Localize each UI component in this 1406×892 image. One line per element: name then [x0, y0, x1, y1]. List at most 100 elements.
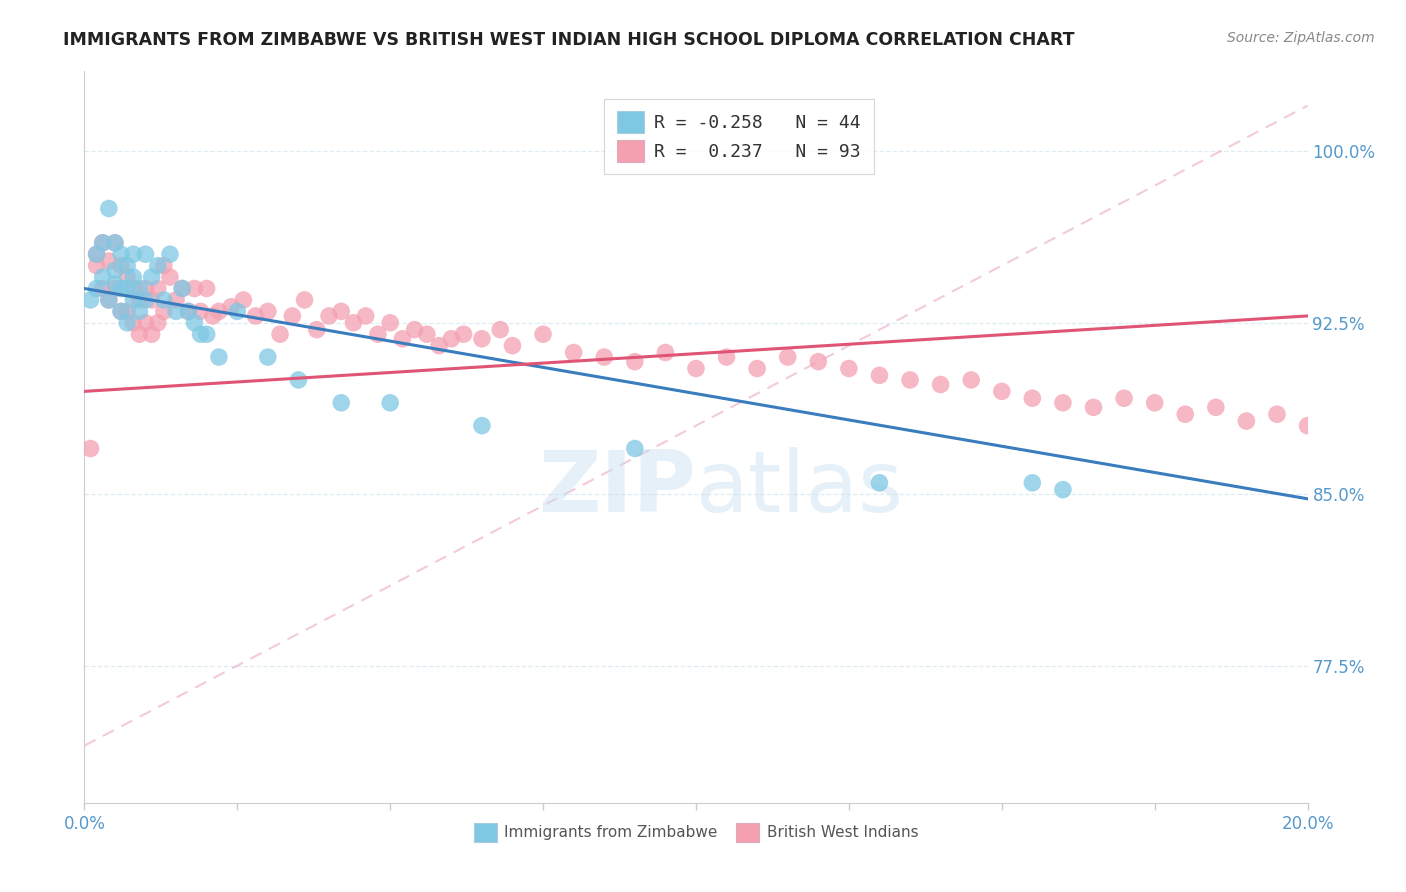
Point [159, 247, 181, 261]
Point [86, 247, 108, 261]
Point [391, 332, 413, 346]
Point [115, 270, 138, 285]
Point [898, 373, 921, 387]
Point [177, 304, 200, 318]
Point [104, 277, 127, 291]
Point [122, 293, 145, 307]
Point [776, 350, 799, 364]
Point [502, 338, 524, 352]
Point [159, 270, 181, 285]
Point [153, 293, 176, 307]
Point [716, 350, 738, 364]
Point [208, 304, 231, 318]
Point [929, 377, 952, 392]
Point [128, 327, 150, 342]
Point [91, 281, 114, 295]
Point [97, 293, 120, 307]
Point [1205, 401, 1227, 415]
Point [122, 270, 145, 285]
Point [86, 281, 108, 295]
Point [624, 442, 647, 456]
Point [404, 323, 426, 337]
Point [146, 316, 169, 330]
Point [177, 304, 200, 318]
Text: atlas: atlas [696, 447, 904, 530]
Point [183, 281, 205, 295]
Point [141, 293, 163, 307]
Point [1114, 391, 1136, 405]
Point [91, 235, 114, 250]
Point [330, 304, 353, 318]
Point [79, 293, 101, 307]
Point [115, 304, 138, 318]
Point [330, 396, 353, 410]
Point [1358, 423, 1381, 437]
Point [531, 327, 554, 342]
Point [91, 235, 114, 250]
Point [153, 304, 176, 318]
Point [245, 309, 267, 323]
Point [294, 293, 316, 307]
Point [318, 309, 340, 323]
Point [208, 350, 231, 364]
Point [342, 316, 364, 330]
Text: Source: ZipAtlas.com: Source: ZipAtlas.com [1227, 31, 1375, 45]
Point [838, 361, 860, 376]
Point [128, 281, 150, 295]
Point [219, 300, 242, 314]
Point [1174, 407, 1197, 421]
Point [172, 281, 194, 295]
Point [110, 259, 132, 273]
Point [190, 327, 212, 342]
Point [104, 281, 127, 295]
Point [427, 338, 450, 352]
Point [1236, 414, 1258, 428]
Point [226, 304, 249, 318]
Point [104, 263, 127, 277]
Point [190, 304, 212, 318]
Point [183, 316, 205, 330]
Point [562, 345, 585, 359]
Point [1052, 483, 1074, 497]
Point [1021, 391, 1043, 405]
Point [97, 202, 120, 216]
Point [1265, 407, 1288, 421]
Point [122, 247, 145, 261]
Point [201, 309, 224, 323]
Point [489, 323, 512, 337]
Point [165, 293, 187, 307]
Point [232, 293, 254, 307]
Point [1021, 475, 1043, 490]
Point [115, 316, 138, 330]
Point [110, 304, 132, 318]
Point [115, 259, 138, 273]
Point [122, 316, 145, 330]
Point [991, 384, 1014, 399]
Point [128, 293, 150, 307]
Point [624, 354, 647, 368]
Point [141, 270, 163, 285]
Point [195, 281, 218, 295]
Point [146, 259, 169, 273]
Point [1388, 418, 1406, 433]
Point [135, 316, 157, 330]
Point [91, 270, 114, 285]
Point [86, 247, 108, 261]
Point [453, 327, 475, 342]
Point [1143, 396, 1166, 410]
Point [380, 316, 402, 330]
Point [97, 254, 120, 268]
Point [86, 259, 108, 273]
Point [79, 442, 101, 456]
Text: IMMIGRANTS FROM ZIMBABWE VS BRITISH WEST INDIAN HIGH SCHOOL DIPLOMA CORRELATION : IMMIGRANTS FROM ZIMBABWE VS BRITISH WEST… [63, 31, 1074, 49]
Point [305, 323, 328, 337]
Point [685, 361, 707, 376]
Point [135, 293, 157, 307]
Point [115, 281, 138, 295]
Point [440, 332, 463, 346]
Point [380, 396, 402, 410]
Point [110, 304, 132, 318]
Point [1083, 401, 1105, 415]
Legend: Immigrants from Zimbabwe, British West Indians: Immigrants from Zimbabwe, British West I… [468, 817, 924, 847]
Point [747, 361, 769, 376]
